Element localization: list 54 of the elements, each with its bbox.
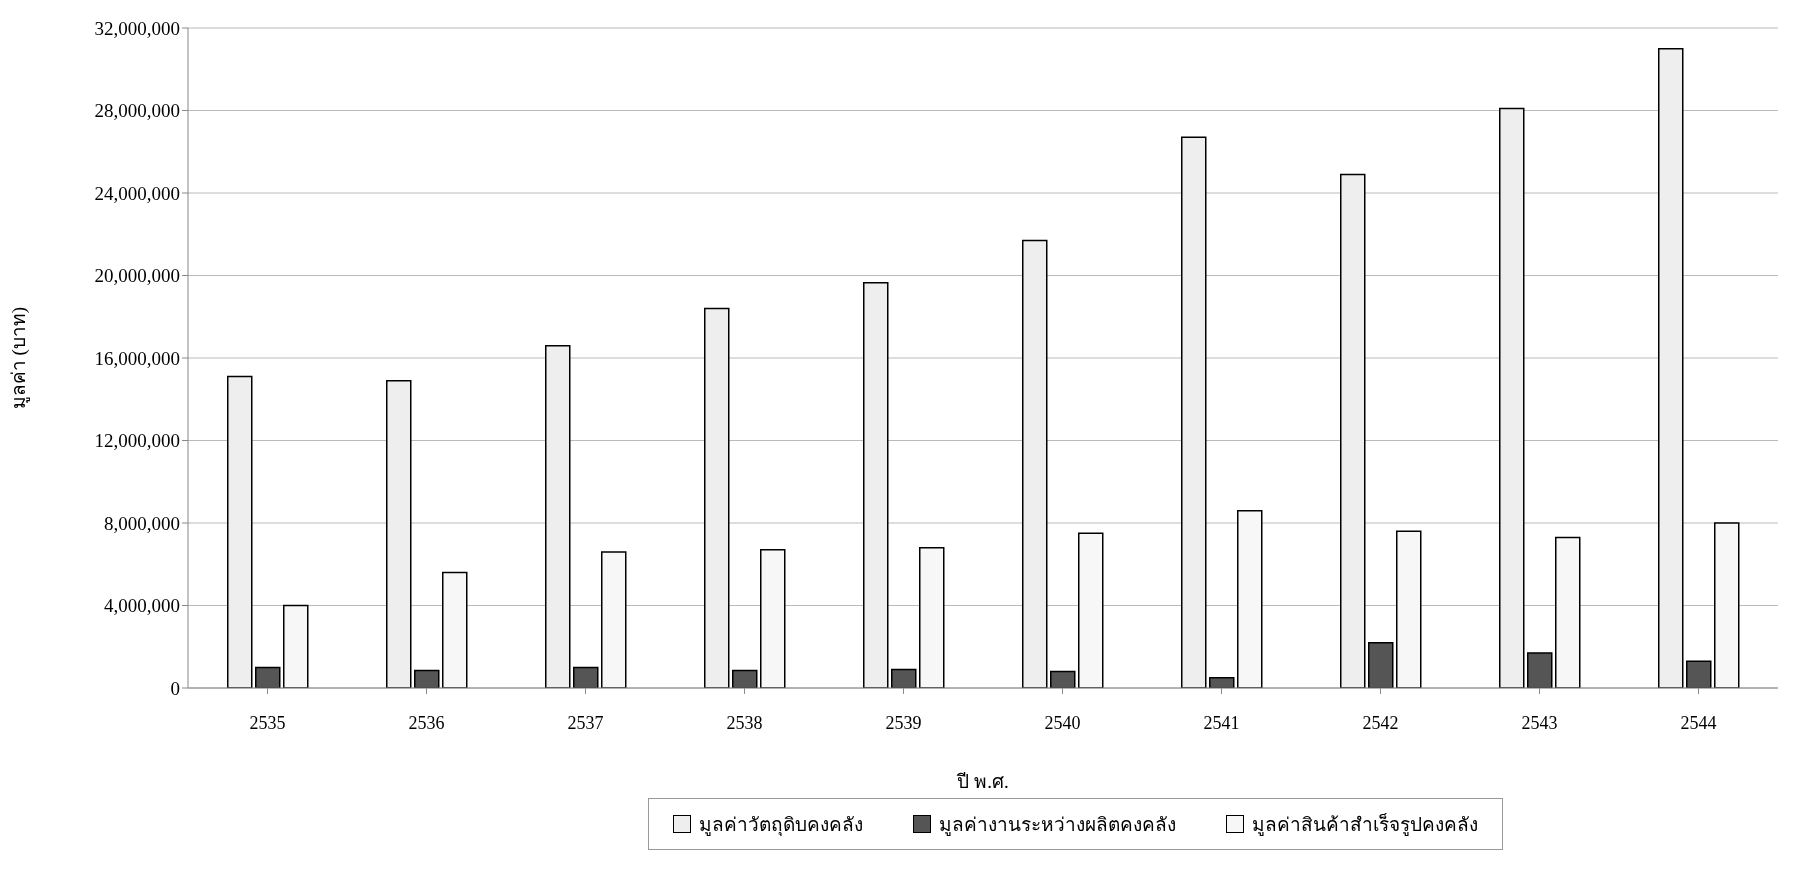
bar — [442, 571, 468, 688]
bar — [573, 666, 599, 688]
bar — [1555, 536, 1581, 688]
bar — [1499, 107, 1525, 688]
y-tick-label: 16,000,000 — [94, 347, 180, 369]
bar — [1022, 239, 1048, 688]
y-tick-label: 12,000,000 — [94, 430, 180, 452]
y-tick-label: 8,000,000 — [104, 512, 180, 534]
bar — [1714, 522, 1740, 688]
legend-label: มูลค่าสินค้าสำเร็จรูปคงคลัง — [1252, 812, 1478, 838]
bar — [1078, 532, 1104, 688]
x-tick-label: 2542 — [1362, 712, 1399, 733]
x-tick-label: 2535 — [249, 712, 286, 733]
x-tick-label: 2541 — [1203, 712, 1240, 733]
bar — [760, 549, 786, 688]
x-tick-label: 2538 — [726, 712, 763, 733]
bar — [255, 666, 281, 688]
legend-label: มูลค่าวัตถุดิบคงคลัง — [699, 813, 863, 838]
x-tick-label: 2543 — [1521, 712, 1558, 733]
bar — [1368, 641, 1394, 688]
y-axis-title: มูลค่า (บาท) — [7, 306, 30, 410]
bar — [891, 668, 917, 688]
bar — [227, 375, 253, 688]
y-tick-label: 20,000,000 — [94, 265, 180, 287]
bar — [1658, 47, 1684, 688]
x-tick-label: 2540 — [1044, 712, 1081, 733]
x-tick-label: 2544 — [1680, 712, 1717, 733]
x-tick-label: 2539 — [885, 712, 922, 733]
bar — [919, 547, 945, 688]
x-tick-label: 2536 — [408, 712, 445, 733]
bar — [1340, 173, 1366, 688]
bar — [1209, 676, 1235, 688]
bar — [732, 669, 758, 688]
y-tick-label: 4,000,000 — [104, 595, 180, 617]
y-tick-label: 32,000,000 — [94, 17, 180, 39]
bar — [283, 604, 309, 688]
y-tick-label: 28,000,000 — [94, 100, 180, 122]
bar — [1050, 670, 1076, 688]
bar — [1237, 509, 1263, 688]
bar — [863, 281, 889, 688]
bar — [545, 344, 571, 688]
y-tick-label: 24,000,000 — [94, 182, 180, 204]
x-tick-label: 2537 — [567, 712, 604, 733]
bar — [1181, 136, 1207, 688]
bar — [414, 669, 440, 688]
bar — [1527, 652, 1553, 688]
bar — [601, 551, 627, 688]
bar — [386, 379, 412, 688]
bar — [704, 307, 730, 688]
x-axis-title: ปี พ.ศ. — [956, 771, 1009, 792]
bar — [1396, 530, 1422, 688]
bar — [1686, 660, 1712, 688]
y-tick-label: 0 — [170, 677, 180, 699]
legend-label: มูลค่างานระหว่างผลิตคงคลัง — [939, 813, 1176, 838]
